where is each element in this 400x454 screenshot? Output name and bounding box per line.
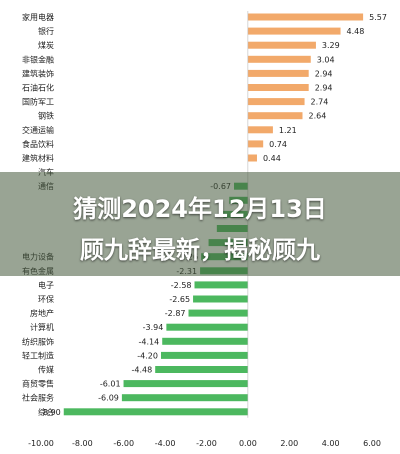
category-label: 建筑材料 [22, 153, 54, 163]
title-banner: 猜测2024年12月13日 顾九辞最新，揭秘顾九 [0, 172, 400, 276]
data-label: 5.57 [369, 13, 387, 22]
category-label: 商贸零售 [22, 379, 54, 389]
data-label: 1.21 [279, 126, 297, 135]
category-label: 电子 [38, 280, 54, 290]
x-tick-label: -2.00 [196, 439, 217, 448]
data-label: 3.04 [317, 55, 335, 64]
category-label: 石油石化 [22, 83, 54, 93]
category-label: 钢铁 [38, 111, 54, 121]
data-label: -3.94 [143, 323, 164, 332]
bar [247, 41, 316, 49]
bar [247, 112, 303, 120]
data-label: -4.20 [137, 351, 158, 360]
x-tick-label: 4.00 [322, 439, 340, 448]
data-label: -2.87 [165, 309, 186, 318]
data-label: 4.48 [347, 27, 365, 36]
data-label: -2.58 [171, 281, 192, 290]
bar [194, 281, 248, 289]
x-tick-label: 2.00 [280, 439, 298, 448]
data-label: -2.65 [169, 295, 190, 304]
category-label: 传媒 [38, 365, 54, 375]
bar [63, 408, 248, 416]
data-label: -4.14 [139, 337, 160, 346]
x-tick-label: -4.00 [155, 439, 176, 448]
data-label: 0.74 [269, 140, 287, 149]
data-label: 3.29 [322, 41, 340, 50]
bar [247, 84, 309, 91]
category-label: 计算机 [30, 322, 54, 332]
bar [160, 351, 248, 359]
bar [247, 140, 264, 148]
category-label: 房地产 [30, 308, 54, 318]
bar [121, 394, 248, 402]
bar [247, 69, 309, 77]
category-label: 银行 [38, 26, 54, 36]
data-label: 2.94 [315, 84, 333, 93]
banner-title-line-1: 猜测2024年12月13日 [73, 195, 327, 223]
banner-title-line-2: 顾九辞最新，揭秘顾九 [80, 236, 320, 264]
data-label: -6.01 [100, 380, 121, 389]
bar [162, 337, 248, 345]
category-label: 国防军工 [22, 97, 54, 107]
category-label: 纺织服饰 [22, 336, 54, 346]
category-label: 轻工制造 [22, 350, 54, 360]
category-label: 社会服务 [22, 393, 54, 403]
bar [247, 154, 257, 162]
category-label: 食品饮料 [22, 139, 54, 149]
x-tick-label: -8.00 [72, 439, 93, 448]
data-label: -4.48 [131, 366, 152, 375]
data-label: 0.44 [263, 154, 281, 163]
category-label: 建筑装饰 [22, 68, 54, 78]
bar [188, 309, 248, 317]
data-label: -8.90 [40, 408, 61, 417]
data-label: -6.09 [98, 394, 119, 403]
bar [247, 13, 364, 21]
data-label: 2.94 [315, 69, 333, 78]
category-label: 交通运输 [22, 125, 54, 135]
category-label: 综合 [38, 407, 54, 417]
bar [247, 126, 273, 134]
bar [247, 55, 311, 63]
x-tick-label: 0.00 [239, 439, 257, 448]
category-label: 非银金融 [22, 54, 54, 64]
bar [155, 366, 248, 373]
category-label: 环保 [38, 294, 54, 304]
bar [123, 380, 248, 388]
category-label: 家用电器 [22, 12, 54, 22]
bar [247, 98, 305, 106]
bar [193, 295, 248, 303]
data-label: 2.64 [308, 112, 326, 121]
x-tick-label: -10.00 [28, 439, 54, 448]
bar [247, 27, 341, 35]
category-label: 煤炭 [38, 40, 54, 50]
x-tick-label: -6.00 [113, 439, 134, 448]
x-tick-label: 6.00 [363, 439, 381, 448]
data-label: 2.74 [311, 98, 329, 107]
bar [166, 323, 248, 331]
